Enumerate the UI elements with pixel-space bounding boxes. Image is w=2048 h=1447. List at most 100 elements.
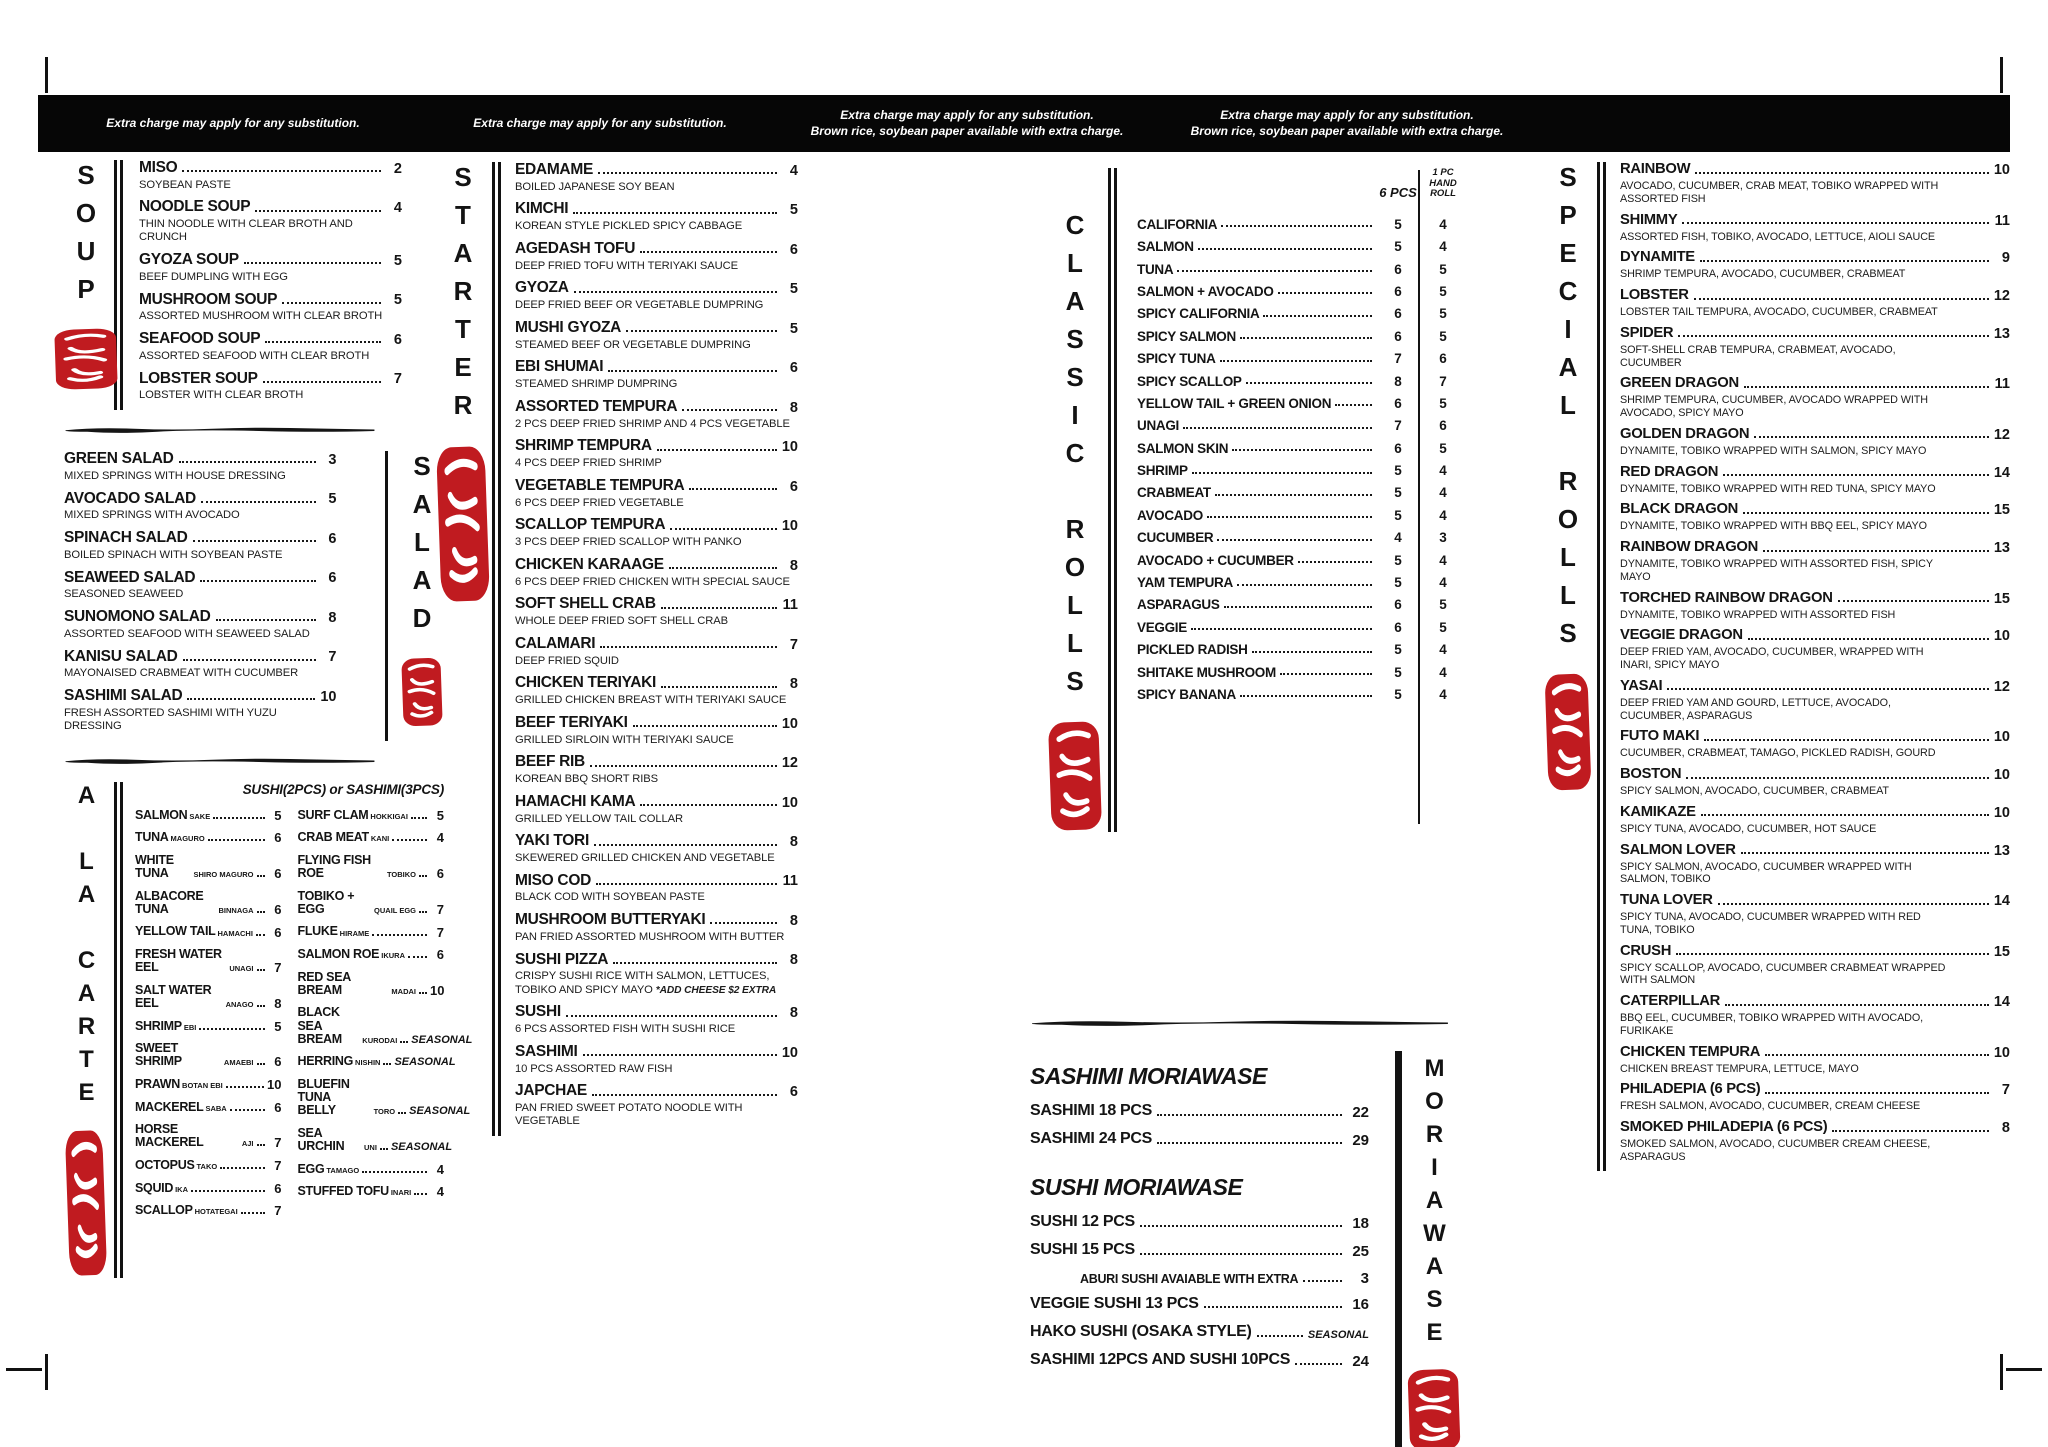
item-price-hand-roll: 7	[1439, 373, 1447, 389]
dotted-leader	[207, 839, 265, 842]
item-name: SPICY SALMON	[1137, 328, 1236, 344]
item-japanese-name: MAGURO	[170, 834, 205, 844]
dotted-leader	[1693, 297, 1989, 300]
item-price: 15	[1993, 943, 2010, 960]
item-price: 4	[436, 1184, 444, 1200]
dotted-leader	[1676, 953, 1989, 956]
item-name: VEGGIE SUSHI 13 PCS	[1030, 1294, 1199, 1312]
item-name: GOLDEN DRAGON	[1620, 425, 1750, 442]
item-japanese-name: NISHIN	[355, 1058, 381, 1068]
item-name: SPICY CALIFORNIA	[1137, 306, 1260, 322]
item-name: HORSE MACKEREL	[135, 1122, 204, 1150]
item-japanese-name: IKA	[175, 1184, 189, 1194]
item-description: LOBSTER WITH CLEAR BROTH	[139, 389, 304, 402]
dotted-leader	[573, 290, 777, 293]
menu-item: MUSHI GYOZA 5 STEAMED BEEF OR VEGETABLE …	[515, 318, 798, 352]
menu-item: EBI SHUMAI 6 STEAMED SHRIMP DUMPRING	[515, 359, 798, 391]
item-name: SUSHI PIZZA	[515, 950, 609, 968]
double-rule	[1597, 162, 1606, 1171]
item-name: HAKO SUSHI (OSAKA STYLE)	[1030, 1322, 1252, 1340]
dotted-leader	[1699, 259, 1989, 262]
item-price-hand-roll: 4	[1439, 552, 1447, 568]
menu-item: EGG TAMAGO 4	[298, 1162, 445, 1176]
item-price: 14	[1993, 994, 2010, 1011]
item-price-6pcs: 5	[1394, 507, 1402, 523]
menu-item: SASHIMI 12PCS AND SUSHI 10PCS 24	[1030, 1351, 1369, 1369]
menu-item: VEGGIE SUSHI 13 PCS 16	[1030, 1294, 1369, 1313]
dotted-leader	[1256, 1334, 1303, 1337]
item-name: SOFT SHELL CRAB	[515, 595, 656, 613]
item-price: 25	[1352, 1243, 1369, 1261]
item-price: 7	[436, 924, 444, 940]
dotted-leader	[1725, 1003, 1989, 1006]
menu-item: AVOCADO + CUCUMBER 5 4	[1137, 545, 1466, 567]
item-description: ASSORTED FISH, TOBIKO, AVOCADO, LETTUCE,…	[1620, 230, 1935, 243]
item-description: DEEP FRIED BEEF OR VEGETABLE DUMPRING	[515, 299, 764, 312]
menu-item: SALMON SAKE 5	[135, 808, 282, 822]
item-name: RED DRAGON	[1620, 463, 1719, 480]
menu-item: SMOKED PHILADEPIA (6 PCS) 8 SMOKED SALMO…	[1620, 1120, 2010, 1164]
item-price: 6	[274, 901, 282, 917]
dotted-leader	[398, 1112, 407, 1115]
menu-item: CRUSH 15 SPICY SCALLOP, AVOCADO, CUCUMBE…	[1620, 943, 2010, 988]
item-price: 10	[1993, 804, 2010, 821]
sushi-moriawase-items: SUSHI 12 PCS 18 SUSHI 15 PCS 25 ABURI SU	[1030, 1213, 1369, 1369]
item-japanese-name: AJI	[241, 1139, 254, 1149]
item-name: SPICY BANANA	[1137, 686, 1236, 702]
item-description: SHRIMP TEMPURA, CUCUMBER, AVOCADO WRAPPE…	[1620, 394, 1928, 420]
item-price: 12	[1993, 678, 2010, 695]
item-name: CHICKEN TERIYAKI	[515, 674, 657, 692]
item-price-hand-roll: 6	[1439, 351, 1447, 367]
dotted-leader	[608, 369, 777, 372]
item-name: SCALLOP TEMPURA	[515, 516, 666, 534]
a-la-carte-label-block: A LA CARTE	[64, 782, 108, 1278]
menu-item: SCALLOP HOTATEGAI 7	[135, 1203, 282, 1218]
dotted-leader	[595, 882, 777, 885]
menu-item: FLYING FISH ROE TOBIKO 6	[298, 853, 445, 880]
dotted-leader	[626, 330, 777, 333]
item-name: MUSHI GYOZA	[515, 318, 622, 336]
item-japanese-name: IKURA	[381, 951, 405, 961]
dotted-leader	[1203, 1306, 1342, 1309]
item-name: SMOKED PHILADEPIA (6 PCS)	[1620, 1119, 1828, 1136]
item-name: TOBIKO + EGG	[297, 888, 355, 916]
item-price: 9	[2001, 250, 2010, 267]
menu-item: SALMON + AVOCADO 6 5	[1137, 276, 1466, 298]
classic-rolls-label-block: CLASSIC ROLLS	[1048, 168, 1102, 832]
item-price: 8	[789, 834, 798, 850]
item-name: EBI SHUMAI	[515, 358, 604, 376]
item-description: KOREAN BBQ SHORT RIBS	[515, 773, 658, 786]
dotted-leader	[414, 1193, 427, 1196]
item-price: 7	[328, 649, 337, 666]
menu-item: SASHIMI 18 PCS 22	[1030, 1102, 1369, 1120]
dotted-leader	[1139, 1253, 1342, 1256]
menu-item: CALAMARI 7 DEEP FRIED SQUID	[515, 635, 798, 668]
menu-item: SUSHI PIZZA 8 CRISPY SUSHI RICE WITH SAL…	[515, 950, 798, 997]
item-price: 14	[1993, 893, 2010, 910]
item-price-6pcs: 5	[1394, 686, 1402, 702]
menu-item: MUSHROOM SOUP 5 ASSORTED MUSHROOM WITH C…	[139, 291, 402, 324]
menu-item: GREEN DRAGON 11 SHRIMP TEMPURA, CUCUMBER…	[1620, 376, 2010, 420]
menu-item: MUSHROOM BUTTERYAKI 8 PAN FRIED ASSORTED…	[515, 911, 798, 944]
dotted-leader	[187, 698, 316, 701]
item-name: BLACK DRAGON	[1620, 501, 1739, 518]
dotted-leader	[1177, 270, 1372, 273]
item-price: 6	[328, 530, 337, 547]
item-price: SEASONAL	[390, 1141, 453, 1154]
item-name: SCALLOP	[135, 1203, 193, 1218]
item-price: 10	[430, 982, 445, 998]
top-notice-bar	[38, 95, 2010, 152]
item-price: 5	[274, 1018, 282, 1034]
dotted-leader	[593, 843, 777, 846]
dotted-leader	[1223, 605, 1372, 608]
menu-item: HERRING NISHIN SEASONAL	[298, 1055, 456, 1068]
menu-item: RED DRAGON 14 DYNAMITE, TOBIKO WRAPPED W…	[1620, 463, 2010, 496]
dotted-leader	[689, 488, 777, 491]
item-price-hand-roll: 5	[1439, 306, 1447, 322]
menu-item: KIMCHI 5 KOREAN STYLE PICKLED SPICY CABB…	[515, 201, 798, 233]
menu-item: CRABMEAT 5 4	[1137, 478, 1466, 500]
item-description: SMOKED SALMON, AVOCADO, CUCUMBER CREAM C…	[1620, 1138, 1931, 1163]
item-japanese-name: HOKKIGAI	[370, 811, 408, 821]
crop-mark	[45, 57, 48, 93]
dotted-leader	[379, 1148, 388, 1151]
